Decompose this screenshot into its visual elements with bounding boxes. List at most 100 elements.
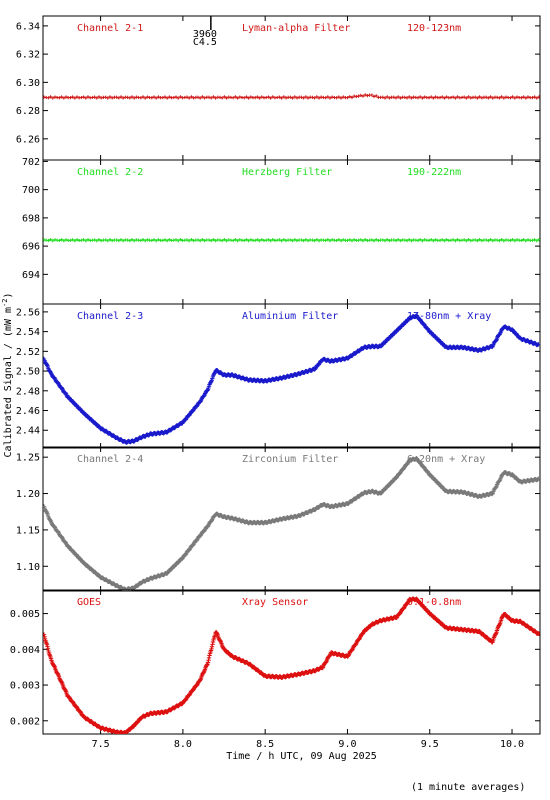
data-point	[398, 96, 402, 100]
data-point	[156, 238, 160, 242]
data-point	[453, 96, 457, 100]
y-tick-label: 0.004	[10, 645, 40, 656]
y-tick-label: 1.25	[16, 453, 40, 464]
data-point	[438, 96, 442, 100]
data-point	[108, 95, 112, 99]
data-point	[478, 237, 482, 242]
data-point	[156, 95, 160, 99]
data-point	[313, 96, 317, 100]
data-point	[317, 96, 321, 100]
data-point	[258, 96, 262, 100]
data-point	[381, 238, 385, 242]
data-point	[121, 96, 125, 100]
data-point	[150, 96, 154, 100]
panel-5: 0.005 0.004 0.003 0.002 GOES Xray Sensor 0.1-0…	[10, 589, 541, 735]
data-point	[106, 96, 110, 100]
data-point	[249, 238, 253, 242]
data-point	[130, 95, 134, 99]
data-point	[526, 95, 530, 99]
data-point	[198, 96, 202, 100]
data-point	[154, 96, 158, 100]
data-point	[236, 96, 240, 100]
data-point	[302, 96, 306, 100]
data-point	[220, 238, 224, 243]
data-point	[341, 95, 345, 99]
y-tick-label: 702	[22, 157, 40, 168]
x-tick-label: 10.0	[500, 739, 524, 750]
data-point	[93, 95, 97, 99]
y-tick-label: 2.56	[16, 307, 40, 318]
data-point	[350, 95, 354, 100]
data-point	[524, 239, 528, 243]
data-point	[337, 238, 341, 242]
panel-band-label: 6-20nm + Xray	[407, 454, 485, 465]
data-point	[119, 95, 123, 99]
data-point	[383, 96, 387, 100]
panel-filter-label: Herzberg Filter	[242, 167, 332, 178]
data-point	[519, 238, 523, 243]
data-point	[132, 96, 136, 100]
data-point	[244, 95, 248, 99]
data-point	[222, 95, 226, 99]
data-point	[205, 388, 210, 393]
data-point	[405, 238, 409, 243]
data-point	[209, 96, 213, 100]
data-point	[260, 238, 264, 242]
data-point	[154, 239, 158, 243]
data-point	[163, 95, 167, 99]
data-point	[163, 238, 167, 242]
data-point	[484, 95, 488, 99]
data-point	[484, 238, 488, 242]
data-point	[348, 238, 352, 242]
data-point	[258, 239, 262, 243]
data-point	[363, 238, 367, 242]
data-point	[244, 238, 248, 242]
data-point	[121, 239, 125, 243]
data-point	[451, 238, 455, 242]
y-tick-label: 696	[22, 242, 40, 253]
event-marker-class: C4.5	[193, 37, 217, 48]
panel-1: 6.34 6.32 6.30 6.28 6.26 Channel 2-1 Lyman-alp…	[16, 15, 541, 161]
data-point	[385, 95, 389, 99]
panel-4: 1.25 1.20 1.15 1.10 Channel 2-4 Zirconium Fil…	[16, 446, 541, 592]
data-point	[198, 239, 202, 243]
data-point	[220, 96, 224, 100]
data-point	[288, 95, 292, 99]
data-point	[500, 238, 504, 242]
data-point	[405, 96, 409, 100]
data-point	[346, 238, 350, 242]
data-point	[49, 238, 53, 242]
data-point	[533, 95, 537, 99]
data-point	[445, 95, 449, 99]
data-point	[225, 96, 229, 100]
data-point	[115, 238, 119, 242]
data-point	[196, 238, 200, 242]
data-point	[152, 95, 156, 99]
data-point	[394, 239, 398, 243]
y-axis-label: Calibrated Signal / (mW m-2)	[1, 293, 14, 458]
data-point	[522, 95, 526, 99]
data-point	[236, 239, 240, 243]
data-point	[247, 96, 251, 100]
data-point	[451, 95, 455, 99]
data-point	[535, 239, 539, 243]
data-point	[370, 238, 374, 242]
data-point	[508, 96, 512, 100]
data-point	[387, 239, 391, 243]
data-point	[57, 96, 61, 100]
y-tick-label: 0.005	[10, 609, 40, 620]
data-point	[348, 95, 352, 99]
data-point	[502, 239, 506, 243]
data-point	[315, 95, 319, 99]
data-series	[43, 93, 540, 100]
data-point	[277, 95, 281, 99]
x-tick-label: 7.5	[92, 739, 110, 750]
data-point	[253, 96, 257, 100]
panel-channel-label: Channel 2-2	[77, 167, 143, 178]
data-point	[139, 238, 143, 243]
data-point	[189, 95, 193, 99]
data-point	[62, 239, 66, 243]
data-point	[536, 631, 540, 637]
panel-2: 702 700 698 696 694 Channel 2-2 Herzberg Filte…	[22, 157, 541, 305]
